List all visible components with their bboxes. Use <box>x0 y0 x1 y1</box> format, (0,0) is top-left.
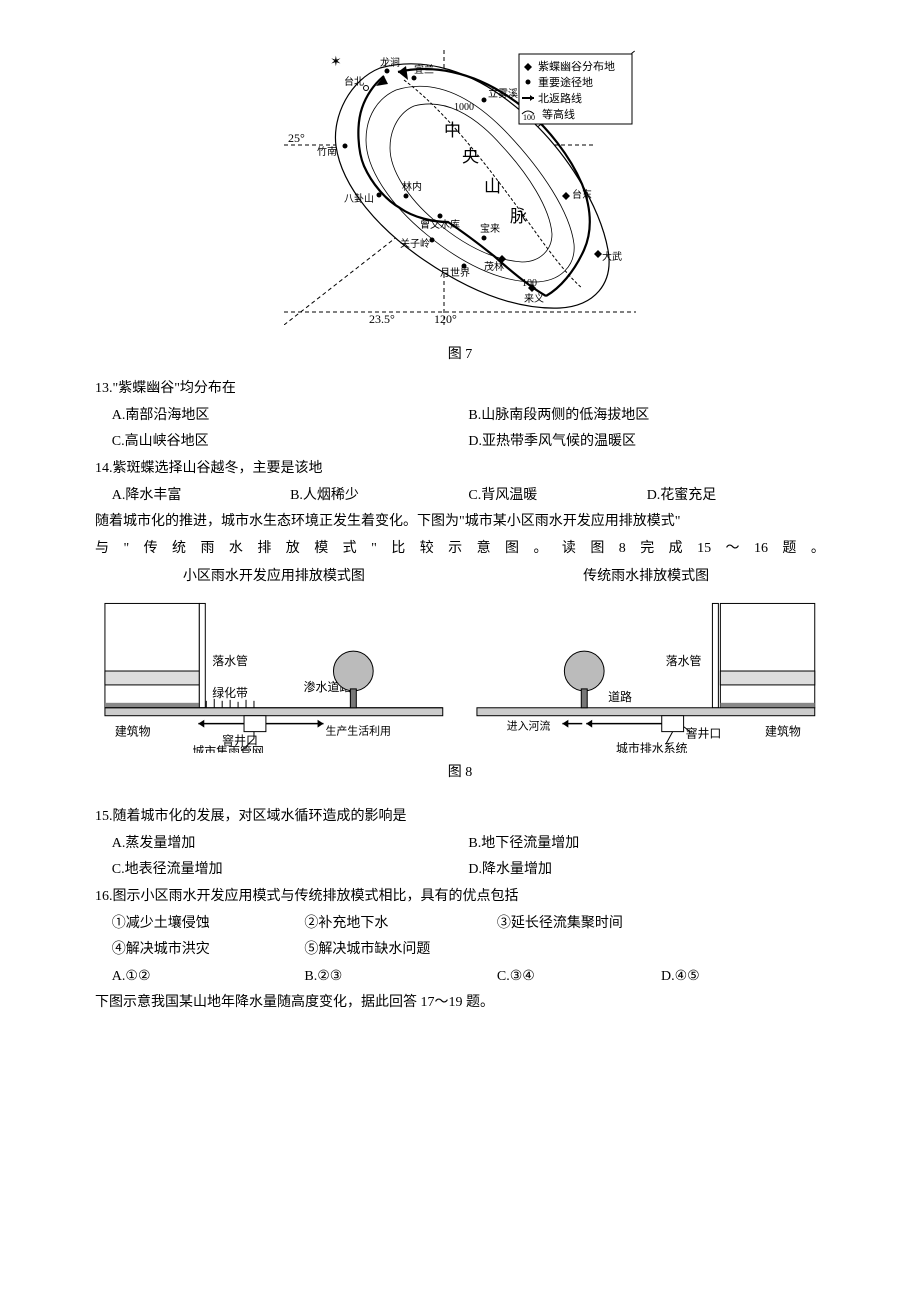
q13-opt-c: C.高山峡谷地区 <box>112 429 469 456</box>
passage-17-19: 下图示意我国某山地年降水量随高度变化，据此回答 17～19 题。 <box>95 990 825 1017</box>
place-taipei: 台北 <box>344 75 364 88</box>
place-wenku: 曾文水库 <box>420 218 460 231</box>
lat-235: 23.5° <box>369 312 395 325</box>
place-baolai: 宝来 <box>480 222 500 235</box>
passage-15-16-line2: 与"传统雨水排放模式"比较示意图。读图8完成15～16题。 <box>95 536 825 563</box>
svg-text:✶: ✶ <box>330 55 342 70</box>
place-longdong: 龙涧 <box>380 56 400 69</box>
q16-s1: ①减少土壤侵蚀 <box>112 911 305 938</box>
place-yilan: 宜兰 <box>414 63 434 76</box>
q15-opt-d: D.降水量增加 <box>468 857 825 884</box>
mtn-char-3: 脉 <box>510 207 527 226</box>
q16-opt-b: B.②③ <box>304 964 497 991</box>
q16-s2: ②补充地下水 <box>304 911 497 938</box>
passage-15-16-line1: 随着城市化的推进，城市水生态环境正发生着变化。下图为"城市某小区雨水开发应用排放… <box>95 509 825 536</box>
fig8-left-title: 小区雨水开发应用排放模式图 <box>95 564 453 591</box>
figure-7-caption: 图 7 <box>95 342 825 369</box>
svg-text:大武: 大武 <box>602 250 622 263</box>
svg-text:建筑物: 建筑物 <box>765 725 801 739</box>
contour-1000: 1000 <box>454 102 474 113</box>
q14-opt-c: C.背风温暖 <box>468 483 646 510</box>
q16-opt-c: C.③④ <box>497 964 661 991</box>
figure-7: 25° 23.5° 120° 中 央 山 脉 1000 100 <box>95 50 825 336</box>
mtn-char-0: 中 <box>444 121 461 140</box>
place-zhunan: 竹南 <box>317 145 337 158</box>
mtn-char-2: 山 <box>484 177 501 196</box>
q16-opt-d: D.④⑤ <box>661 964 825 991</box>
svg-text:生产生活利用: 生产生活利用 <box>326 724 391 738</box>
q16-opt-a: A.①② <box>112 964 305 991</box>
svg-text:落水管: 落水管 <box>666 654 702 668</box>
figure-8: 小区雨水开发应用排放模式图 建筑物 落水管 绿化带 渗水道路 <box>95 564 825 763</box>
svg-text:窨井口: 窨井口 <box>686 727 722 741</box>
q14-opt-d: D.花蜜充足 <box>647 483 825 510</box>
legend-arrow: 北返路线 <box>538 91 582 105</box>
q14-stem: 14.紫斑蝶选择山谷越冬，主要是该地 <box>95 456 825 483</box>
q15-opt-c: C.地表径流量增加 <box>112 857 469 884</box>
q16-s3: ③延长径流集聚时间 <box>497 911 825 938</box>
place-bagua: 八卦山 <box>344 192 374 205</box>
svg-text:道路: 道路 <box>608 690 632 704</box>
q13-opt-d: D.亚热带季风气候的温暖区 <box>468 429 825 456</box>
svg-text:建筑物: 建筑物 <box>115 725 151 739</box>
mtn-char-1: 央 <box>462 147 479 166</box>
lon-120: 120° <box>434 312 457 325</box>
q16-stem: 16.图示小区雨水开发应用模式与传统排放模式相比，具有的优点包括 <box>95 884 825 911</box>
q14-opt-b: B.人烟稀少 <box>290 483 468 510</box>
q13-opt-a: A.南部沿海地区 <box>112 403 469 430</box>
q13-stem: 13."紫蝶幽谷"均分布在 <box>95 376 825 403</box>
fig8-left-svg: 建筑物 落水管 绿化带 渗水道路 <box>95 593 453 753</box>
place-guanzi: 关子岭 <box>400 237 430 250</box>
fig8-right-title: 传统雨水排放模式图 <box>467 564 825 591</box>
q15-stem: 15.随着城市化的发展，对区域水循环造成的影响是 <box>95 804 825 831</box>
q15-opt-b: B.地下径流量增加 <box>468 831 825 858</box>
fig8-right-svg: 建筑物 落水管 道路 窨井口 进入河流 <box>467 593 825 753</box>
legend-dot: 重要途径地 <box>538 75 593 89</box>
place-yueshijie: 月世界 <box>440 267 470 279</box>
place-linna: 林内 <box>402 180 422 193</box>
q15-opt-a: A.蒸发量增加 <box>112 831 469 858</box>
legend-contour-num: 100 <box>523 113 535 122</box>
svg-text:绿化带: 绿化带 <box>212 686 248 700</box>
svg-text:城市排水系统: 城市排水系统 <box>616 741 688 753</box>
lat-25: 25° <box>288 131 305 145</box>
svg-text:落水管: 落水管 <box>212 654 248 668</box>
svg-text:茂林: 茂林 <box>484 260 504 273</box>
q14-opt-a: A.降水丰富 <box>112 483 290 510</box>
svg-text:来义: 来义 <box>524 293 544 305</box>
svg-text:进入河流: 进入河流 <box>507 719 551 733</box>
svg-text:城市集雨管网: 城市集雨管网 <box>192 744 263 753</box>
q16-s4: ④解决城市洪灾 <box>112 937 305 964</box>
legend-diamond: 紫蝶幽谷分布地 <box>538 59 615 73</box>
q13-opt-b: B.山脉南段两侧的低海拔地区 <box>468 403 825 430</box>
legend-contour: 等高线 <box>542 107 575 121</box>
svg-text:台东: 台东 <box>572 188 592 201</box>
q16-s5: ⑤解决城市缺水问题 <box>304 937 825 964</box>
figure-7-svg: 25° 23.5° 120° 中 央 山 脉 1000 100 <box>284 50 636 325</box>
